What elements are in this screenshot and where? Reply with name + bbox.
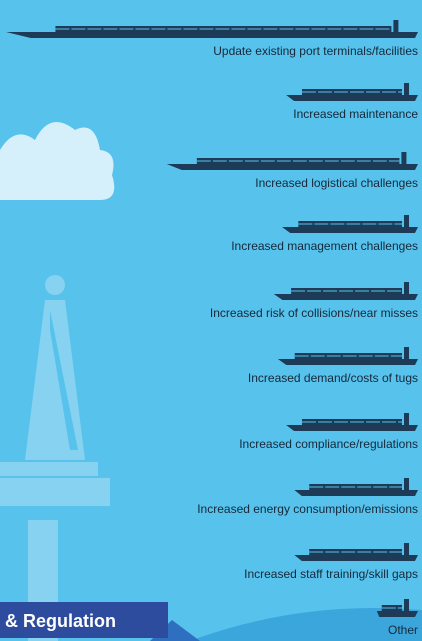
bridge xyxy=(404,347,409,359)
bridge xyxy=(404,599,409,611)
containers xyxy=(309,484,402,490)
ship: Other xyxy=(376,599,418,637)
hull xyxy=(273,294,418,300)
bridge xyxy=(404,478,409,490)
category-label: Increased management challenges xyxy=(231,239,418,253)
category-label: Update existing port terminals/facilitie… xyxy=(213,44,418,58)
bridge xyxy=(404,543,409,555)
category-label: Increased staff training/skill gaps xyxy=(244,567,418,581)
category-label: Increased compliance/regulations xyxy=(239,437,418,451)
ship: Increased maintenance xyxy=(286,83,418,121)
bridge xyxy=(404,413,409,425)
hull xyxy=(282,227,418,233)
category-label: Increased risk of collisions/near misses xyxy=(210,306,418,320)
ship: Increased energy consumption/emissions xyxy=(197,478,418,516)
oil-rig xyxy=(0,275,110,641)
ship: Update existing port terminals/facilitie… xyxy=(6,20,418,58)
category-label: Other xyxy=(388,623,418,637)
banner-text: & Regulation xyxy=(5,611,116,631)
hull xyxy=(294,490,418,496)
hull xyxy=(277,359,418,365)
category-label: Increased logistical challenges xyxy=(255,176,418,190)
ship: Increased management challenges xyxy=(231,215,418,253)
hull xyxy=(166,164,418,170)
bridge xyxy=(404,83,409,95)
hull xyxy=(294,555,418,561)
hull xyxy=(286,425,418,431)
ship: Increased demand/costs of tugs xyxy=(248,347,418,385)
ship: Increased risk of collisions/near misses xyxy=(210,282,418,320)
hull xyxy=(6,32,418,38)
cloud xyxy=(0,122,115,200)
ship: Increased staff training/skill gaps xyxy=(244,543,418,581)
bridge xyxy=(393,20,399,32)
wave xyxy=(190,608,422,641)
banner xyxy=(0,602,168,638)
bridge xyxy=(404,282,409,294)
ship: Increased logistical challenges xyxy=(166,152,418,190)
hull xyxy=(376,611,418,617)
category-label: Increased energy consumption/emissions xyxy=(197,502,418,516)
rows: Update existing port terminals/facilitie… xyxy=(6,20,418,637)
hull xyxy=(286,95,418,101)
category-label: Increased demand/costs of tugs xyxy=(248,371,418,385)
bridge xyxy=(401,152,407,164)
category-label: Increased maintenance xyxy=(293,107,418,121)
containers xyxy=(309,549,402,555)
bridge xyxy=(404,215,409,227)
ship: Increased compliance/regulations xyxy=(239,413,418,451)
